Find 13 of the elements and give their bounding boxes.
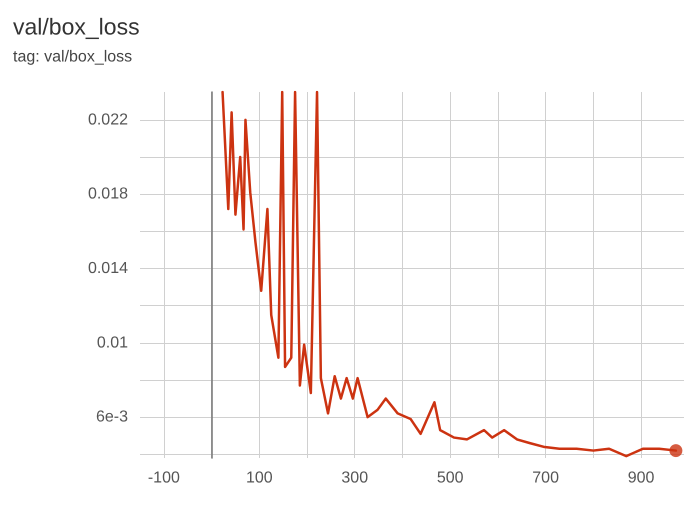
y-tick-label: 0.018 [88,186,128,203]
y-tick-label: 0.022 [88,111,128,128]
x-tick-label: 300 [341,470,368,486]
x-tick-label: -100 [148,470,180,486]
chart-subtitle: tag: val/box_loss [13,48,132,66]
x-tick-label: 900 [628,470,654,486]
chart-title: val/box_loss [13,14,140,40]
y-tick-label: 0.014 [88,260,128,277]
x-tick-label: 100 [246,470,273,486]
y-tick-label: 0.01 [96,334,128,352]
y-tick-label: 6e-3 [96,408,128,426]
x-tick-label: 500 [436,470,464,486]
x-tick-label: 700 [532,470,560,486]
